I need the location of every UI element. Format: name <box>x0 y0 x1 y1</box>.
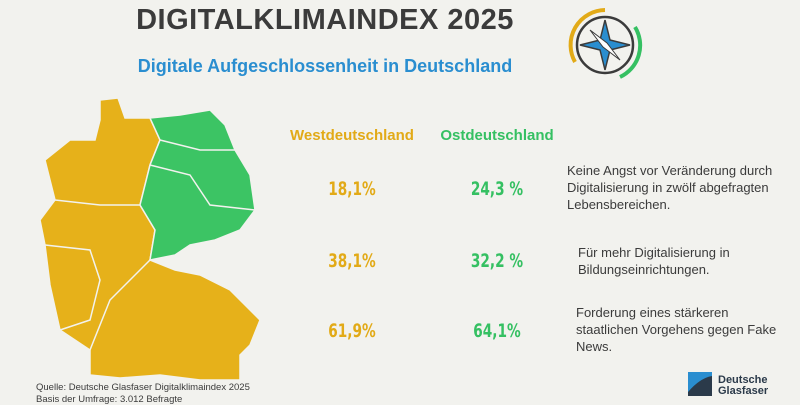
logo-mark <box>688 372 712 396</box>
column-header: Westdeutschland <box>290 127 414 144</box>
west-value: 18,1% <box>328 178 376 200</box>
column-header: Ostdeutschland <box>440 127 554 144</box>
subtitle: Digitale Aufgeschlossenheit in Deutschla… <box>137 56 513 76</box>
state-border <box>149 164 256 211</box>
logo-text: Glasfaser <box>718 385 769 397</box>
state-border <box>159 139 235 151</box>
compass-icon <box>568 8 643 79</box>
east-value: 24,3 % <box>470 178 524 200</box>
east-value: 32,2 % <box>470 250 524 272</box>
description: Keine Angst vor Veränderung durch Digita… <box>567 163 773 212</box>
state-border <box>54 199 140 206</box>
state-border <box>89 259 151 351</box>
state-border <box>44 244 101 331</box>
title: DIGITALKLIMAINDEX 2025 <box>136 4 514 36</box>
west-value: 61,9% <box>328 320 376 342</box>
source: Quelle: Deutsche Glasfaser Digitalklimai… <box>36 382 250 393</box>
east-value: 64,1% <box>473 320 521 342</box>
germany-map <box>39 97 261 381</box>
west-value: 38,1% <box>328 250 376 272</box>
description: Forderung eines stärkeren staatlichen Vo… <box>576 305 777 354</box>
logo-text: Deutsche <box>718 374 768 386</box>
description: Für mehr Digitalisierung in Bildungseinr… <box>578 245 730 277</box>
